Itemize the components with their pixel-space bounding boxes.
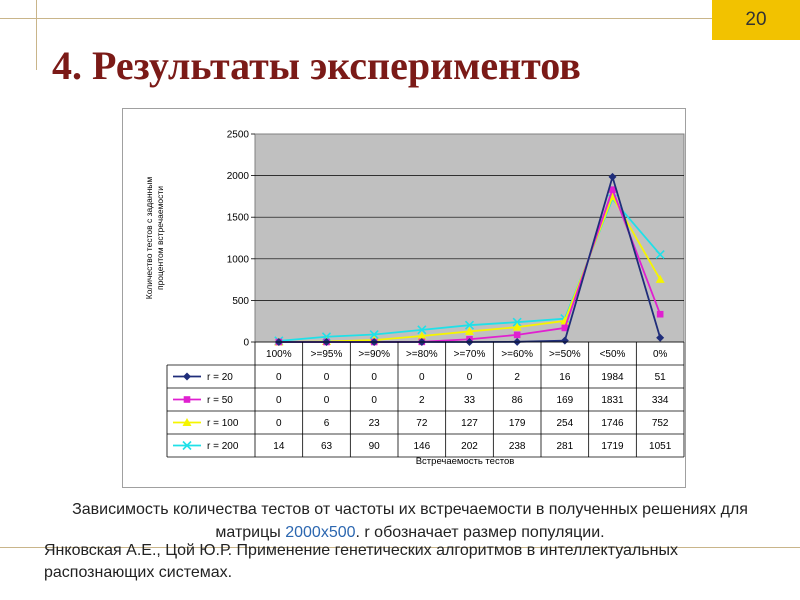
data-label-s2-5: 179 bbox=[509, 418, 526, 429]
category-label-6: >=50% bbox=[549, 349, 581, 360]
data-label-s3-1: 63 bbox=[321, 441, 333, 452]
data-label-s0-2: 0 bbox=[371, 372, 377, 383]
category-label-4: >=70% bbox=[454, 349, 486, 360]
category-label-0: 100% bbox=[266, 349, 292, 360]
data-label-s1-6: 169 bbox=[556, 395, 573, 406]
data-label-s3-3: 146 bbox=[413, 441, 430, 452]
caption-matrix-size: 2000x500 bbox=[285, 524, 356, 541]
x-axis-label: Встречаемость тестов bbox=[416, 456, 515, 467]
data-label-s2-7: 1746 bbox=[601, 418, 624, 429]
data-label-s1-5: 86 bbox=[512, 395, 524, 406]
ytick-label-500: 500 bbox=[232, 296, 249, 307]
point-s3-8 bbox=[655, 249, 665, 260]
category-label-3: >=80% bbox=[406, 349, 438, 360]
data-label-s1-2: 0 bbox=[371, 395, 377, 406]
point-s0-6 bbox=[560, 336, 569, 345]
plot-area bbox=[254, 133, 685, 343]
data-label-s1-0: 0 bbox=[276, 395, 282, 406]
point-s1-6 bbox=[561, 324, 569, 332]
data-label-s3-6: 281 bbox=[556, 441, 573, 452]
category-label-2: >=90% bbox=[358, 349, 390, 360]
category-label-8: 0% bbox=[653, 349, 668, 360]
legend-label-3: r = 200 bbox=[207, 441, 239, 452]
caption-text-1: Зависимость количества тестов от частоты… bbox=[72, 501, 748, 541]
ytick-label-1000: 1000 bbox=[227, 254, 250, 265]
data-table: 100% >=95% >=90% >=80% >=70% >=60% >=50% <50% 0%… bbox=[166, 341, 685, 458]
point-s1-8 bbox=[656, 310, 664, 318]
ytick-label-2000: 2000 bbox=[227, 171, 250, 182]
citation: Янковская А.Е., Цой Ю.Р. Применение гене… bbox=[44, 542, 678, 581]
legend-marker-1 bbox=[183, 396, 191, 403]
data-label-s1-1: 0 bbox=[324, 395, 330, 406]
point-s2-4 bbox=[465, 326, 474, 335]
data-label-s2-8: 752 bbox=[652, 418, 669, 429]
data-label-s0-5: 2 bbox=[514, 372, 520, 383]
ytick-label-0: 0 bbox=[243, 338, 249, 349]
data-label-s2-6: 254 bbox=[556, 418, 573, 429]
point-s0-8 bbox=[656, 333, 665, 342]
caption-text-2: . r обозначает размер популяции. bbox=[355, 524, 605, 541]
figure-caption: Зависимость количества тестов от частоты… bbox=[40, 498, 780, 544]
data-label-s1-7: 1831 bbox=[601, 395, 624, 406]
data-label-s0-1: 0 bbox=[324, 372, 330, 383]
point-s2-5 bbox=[512, 322, 522, 331]
point-s3-3 bbox=[417, 325, 427, 335]
legend-marker-2 bbox=[182, 418, 192, 426]
data-label-s2-0: 0 bbox=[276, 418, 282, 429]
data-label-s3-0: 14 bbox=[273, 441, 285, 452]
chart-container: 0 500 1000 1500 2000 2500 Количество тестов с… bbox=[122, 108, 686, 488]
slide-title: 4. Результаты экспериментов bbox=[52, 43, 581, 88]
data-label-s1-8: 334 bbox=[652, 395, 669, 406]
slide-number: 20 bbox=[712, 0, 800, 40]
legend-marker-0 bbox=[183, 372, 191, 381]
legend-label-1: r = 50 bbox=[207, 395, 233, 406]
y-axis-label-line-1: Количество тестов с заданным bbox=[144, 177, 154, 300]
point-s3-4 bbox=[464, 320, 475, 330]
data-label-s1-4: 33 bbox=[464, 395, 476, 406]
ytick-label-1500: 1500 bbox=[227, 213, 250, 224]
point-s1-5 bbox=[513, 331, 521, 339]
category-label-5: >=60% bbox=[501, 349, 533, 360]
y-axis-ticks: 0 500 1000 1500 2000 2500 bbox=[227, 130, 255, 349]
data-label-s0-8: 51 bbox=[655, 372, 667, 383]
point-s3-5 bbox=[512, 317, 522, 327]
legend-marker-3 bbox=[182, 440, 192, 451]
data-label-s0-0: 0 bbox=[276, 372, 282, 383]
data-label-s2-2: 23 bbox=[369, 418, 381, 429]
point-s3-2 bbox=[369, 329, 379, 340]
frame-line-top bbox=[0, 18, 800, 19]
data-label-s2-4: 127 bbox=[461, 418, 478, 429]
data-label-s0-3: 0 bbox=[419, 372, 425, 383]
ytick-label-2500: 2500 bbox=[227, 130, 250, 141]
data-label-s3-5: 238 bbox=[509, 441, 526, 452]
point-s1-7 bbox=[609, 186, 616, 193]
data-label-s1-3: 2 bbox=[419, 395, 425, 406]
point-s2-8 bbox=[655, 274, 665, 283]
data-label-s3-4: 202 bbox=[461, 441, 478, 452]
data-label-s3-8: 1051 bbox=[649, 441, 672, 452]
point-s0-7 bbox=[608, 172, 617, 181]
data-label-s3-7: 1719 bbox=[601, 441, 624, 452]
category-label-7: <50% bbox=[600, 349, 626, 360]
point-s2-3 bbox=[417, 331, 427, 340]
legend-label-2: r = 100 bbox=[207, 418, 239, 429]
data-label-s0-7: 1984 bbox=[601, 372, 624, 383]
frame-line-vertical bbox=[36, 0, 37, 70]
legend-label-0: r = 20 bbox=[207, 372, 233, 383]
frame-line-bottom bbox=[0, 547, 800, 548]
data-label-s2-1: 6 bbox=[324, 418, 330, 429]
data-label-s3-2: 90 bbox=[369, 441, 381, 452]
data-label-s0-4: 0 bbox=[467, 372, 473, 383]
y-axis-label-line-2: процентом встречаемости bbox=[155, 186, 165, 290]
data-label-s2-3: 72 bbox=[416, 418, 428, 429]
data-label-s0-6: 16 bbox=[559, 372, 571, 383]
category-label-1: >=95% bbox=[311, 349, 343, 360]
